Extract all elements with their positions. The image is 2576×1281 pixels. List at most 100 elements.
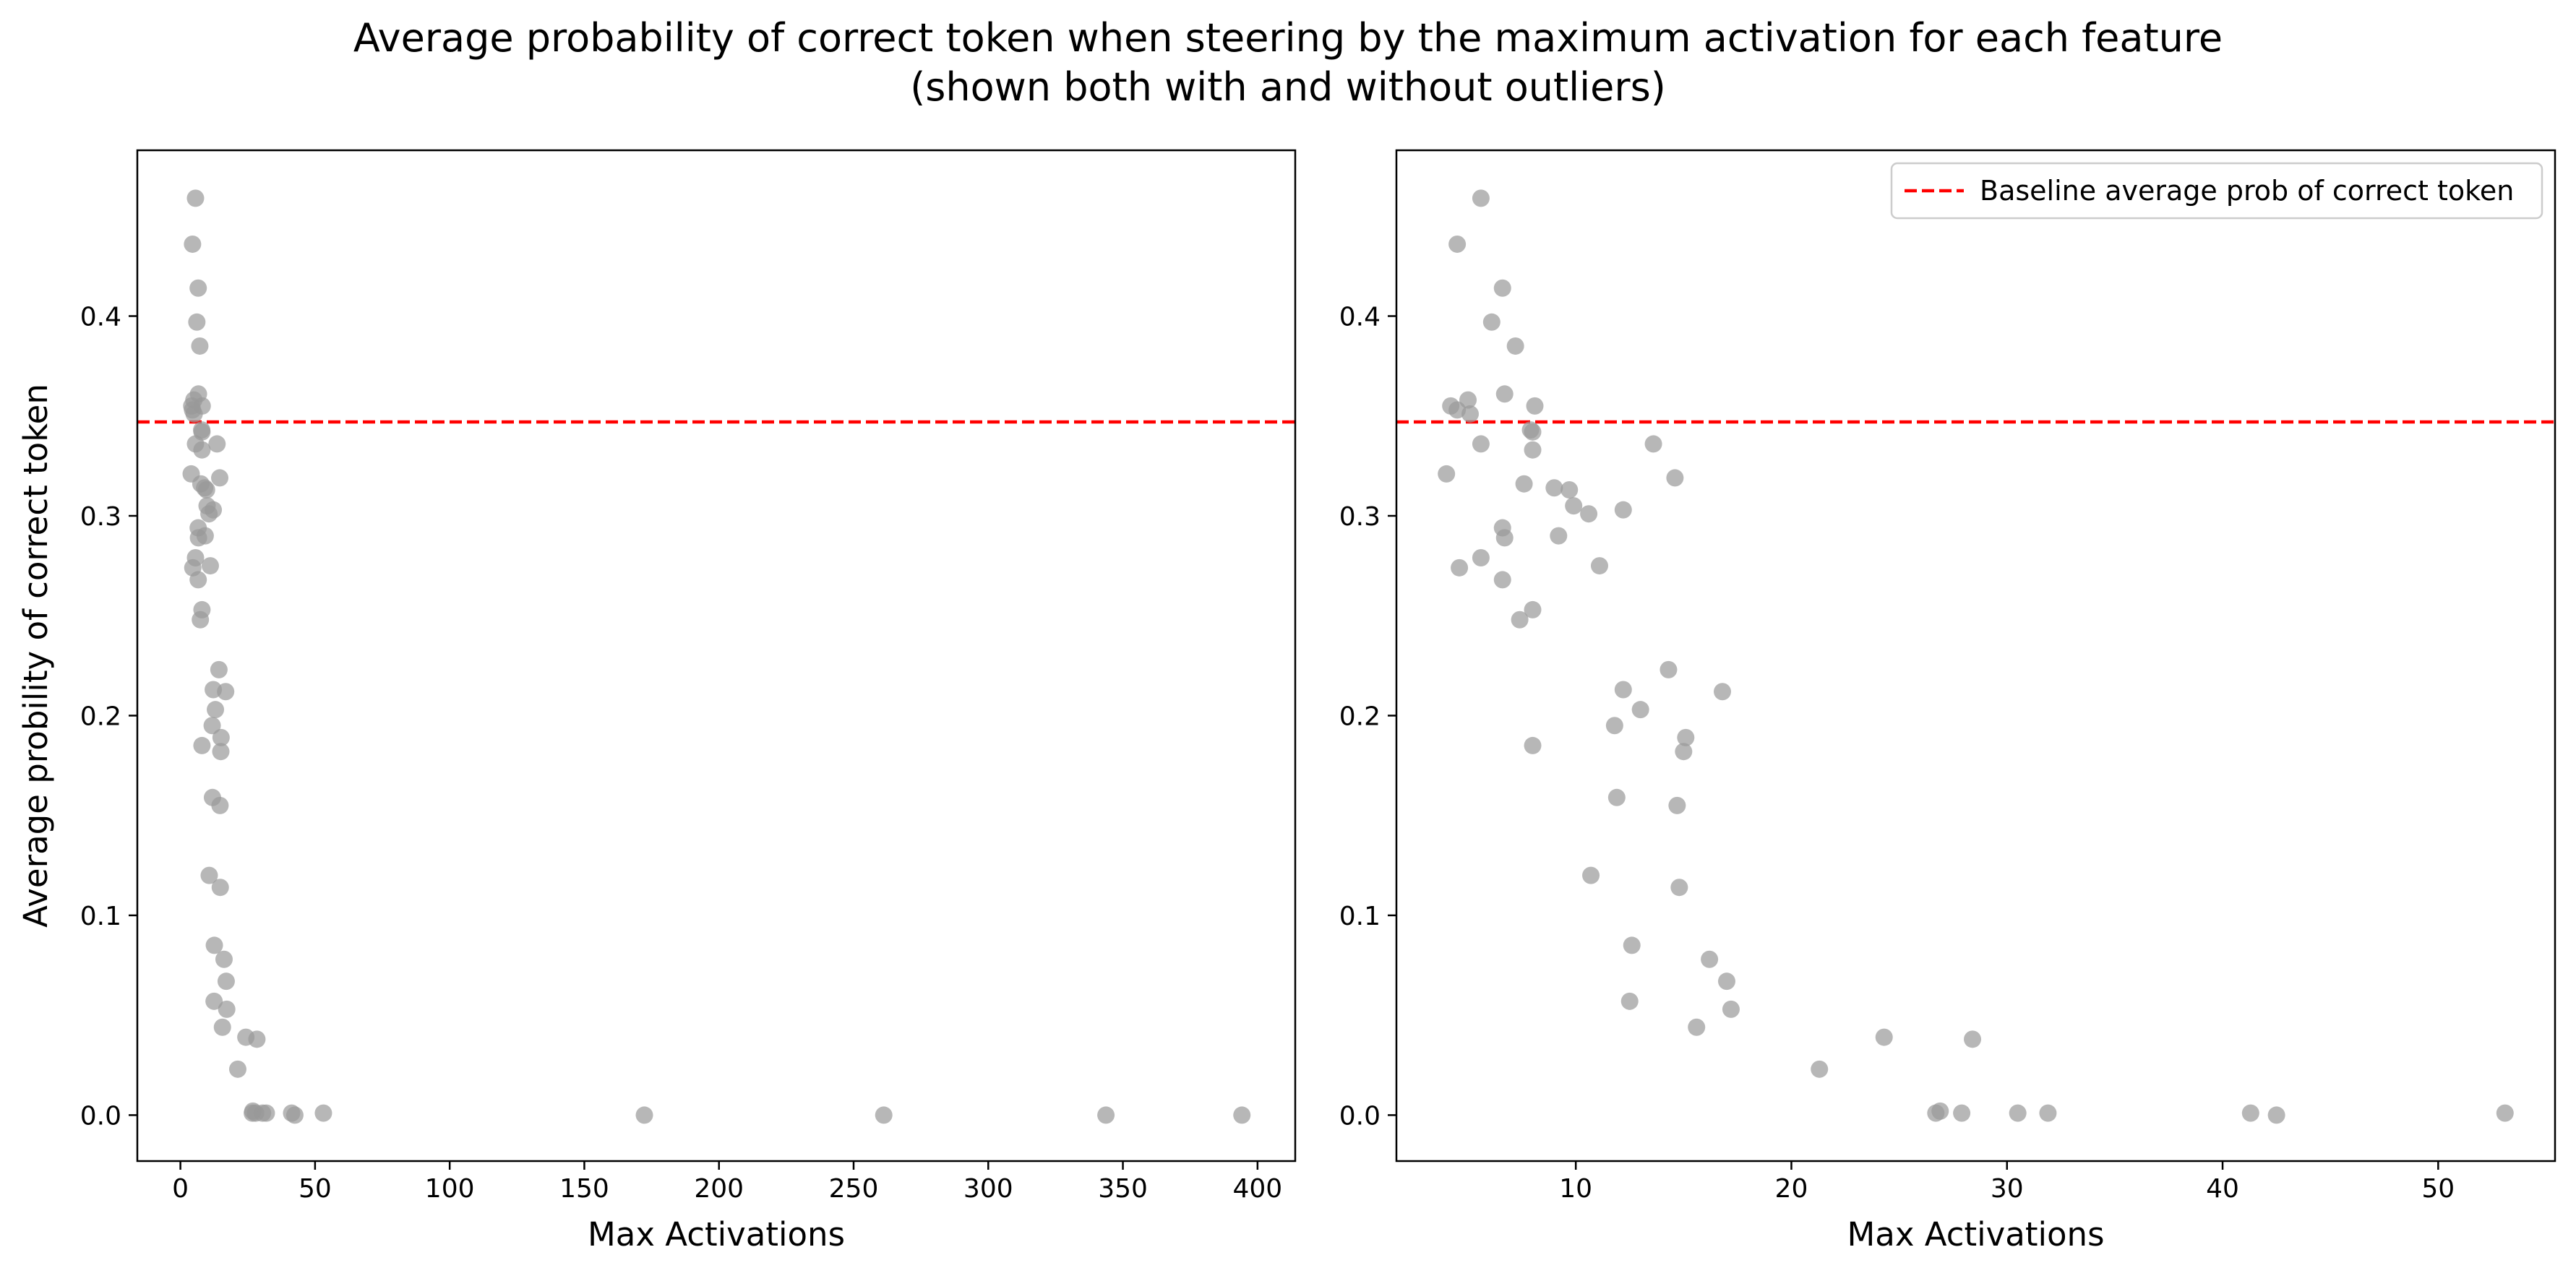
data-point xyxy=(192,611,210,629)
data-point xyxy=(1614,501,1632,519)
data-point xyxy=(248,1030,266,1048)
x-tick-label: 300 xyxy=(963,1174,1013,1204)
data-point xyxy=(285,1106,304,1124)
y-tick-label: 0.2 xyxy=(80,702,121,731)
data-point xyxy=(1722,1000,1740,1018)
data-point xyxy=(189,279,207,297)
data-point xyxy=(1605,717,1623,735)
data-point xyxy=(1666,469,1684,487)
data-point xyxy=(1660,660,1678,678)
data-point xyxy=(205,936,223,954)
x-tick-label: 350 xyxy=(1098,1174,1148,1204)
data-point xyxy=(1233,1106,1251,1124)
data-point xyxy=(1717,972,1735,991)
data-point xyxy=(1524,600,1542,618)
data-point xyxy=(1964,1030,1982,1048)
data-point xyxy=(1515,475,1533,493)
x-axis-label: Max Activations xyxy=(1847,1215,2104,1254)
data-point xyxy=(212,743,230,761)
data-point xyxy=(2267,1106,2285,1124)
axes-frame xyxy=(136,149,1297,1163)
data-point xyxy=(1524,423,1542,441)
data-point xyxy=(1582,866,1600,884)
data-point xyxy=(215,950,233,968)
x-tick-label: 10 xyxy=(1559,1174,1592,1204)
data-point xyxy=(1097,1106,1115,1124)
data-point xyxy=(1931,1102,1949,1120)
data-point xyxy=(1451,558,1469,577)
data-point xyxy=(1701,950,1719,968)
data-point xyxy=(184,401,202,419)
x-tick-label: 20 xyxy=(1775,1174,1808,1204)
data-point xyxy=(1560,481,1579,499)
figure-title-line-1: Average probability of correct token whe… xyxy=(353,15,2223,61)
data-point xyxy=(1714,683,1732,701)
data-point xyxy=(211,879,229,897)
data-point xyxy=(218,1000,236,1018)
data-point xyxy=(1875,1028,1893,1046)
data-point xyxy=(1526,397,1544,415)
data-point xyxy=(1620,992,1639,1010)
data-point xyxy=(1524,441,1542,459)
data-point xyxy=(203,717,221,735)
y-tick-label: 0.1 xyxy=(1339,902,1381,931)
y-tick-label: 0.4 xyxy=(80,302,121,332)
data-point xyxy=(201,557,219,575)
data-point xyxy=(210,660,228,678)
y-tick-label: 0.2 xyxy=(1339,702,1381,731)
figure-title-line-2: (shown both with and without outliers) xyxy=(910,64,1666,110)
data-point xyxy=(211,469,229,487)
data-point xyxy=(207,701,225,719)
data-point xyxy=(191,337,209,355)
data-point xyxy=(1472,435,1490,453)
data-point xyxy=(1482,313,1500,331)
data-point xyxy=(1493,279,1511,297)
data-point xyxy=(1668,796,1686,814)
data-point xyxy=(193,441,211,459)
data-point xyxy=(1565,497,1583,515)
data-point xyxy=(1506,337,1524,355)
data-point xyxy=(1511,611,1529,629)
x-tick-label: 0 xyxy=(172,1174,189,1204)
x-tick-label: 250 xyxy=(829,1174,879,1204)
data-point xyxy=(1675,743,1693,761)
y-tick-label: 0.0 xyxy=(80,1101,121,1131)
data-point xyxy=(635,1106,653,1124)
data-point xyxy=(1590,557,1608,575)
y-tick-label: 0.1 xyxy=(80,902,121,931)
legend-box xyxy=(1890,162,2543,220)
data-point xyxy=(1670,879,1688,897)
data-point xyxy=(200,505,218,523)
data-point xyxy=(1607,788,1626,806)
data-point xyxy=(208,435,226,453)
legend-label: Baseline average prob of correct token xyxy=(1980,175,2514,207)
x-tick-label: 200 xyxy=(694,1174,744,1204)
data-point xyxy=(200,866,218,884)
y-tick-label: 0.3 xyxy=(1339,502,1381,532)
data-point xyxy=(1677,728,1695,746)
data-point xyxy=(188,313,206,331)
x-axis-label: Max Activations xyxy=(588,1215,845,1254)
data-point xyxy=(213,1018,231,1036)
data-point xyxy=(2009,1104,2027,1122)
data-point xyxy=(1524,736,1542,754)
data-point xyxy=(196,527,214,545)
y-axis-label: Average probility of correct token xyxy=(17,384,55,928)
data-point xyxy=(314,1104,332,1122)
data-point xyxy=(193,736,211,754)
x-tick-label: 30 xyxy=(1991,1174,2024,1204)
x-tick-label: 50 xyxy=(299,1174,332,1204)
data-point xyxy=(1448,235,1467,253)
axes-frame xyxy=(1395,149,2556,1163)
data-point xyxy=(1493,571,1511,589)
data-point xyxy=(1495,529,1514,547)
left-panel-all-points: 0 50 100 150 200 250 300 350 400 0.0 0.1 0.2 0.3 0.4 M… xyxy=(17,149,1297,1254)
data-point xyxy=(2241,1104,2259,1122)
data-point xyxy=(1688,1018,1706,1036)
data-point xyxy=(1545,479,1563,497)
data-point xyxy=(205,992,223,1010)
data-point xyxy=(1614,681,1632,699)
data-point xyxy=(217,972,235,991)
data-point xyxy=(2039,1104,2057,1122)
